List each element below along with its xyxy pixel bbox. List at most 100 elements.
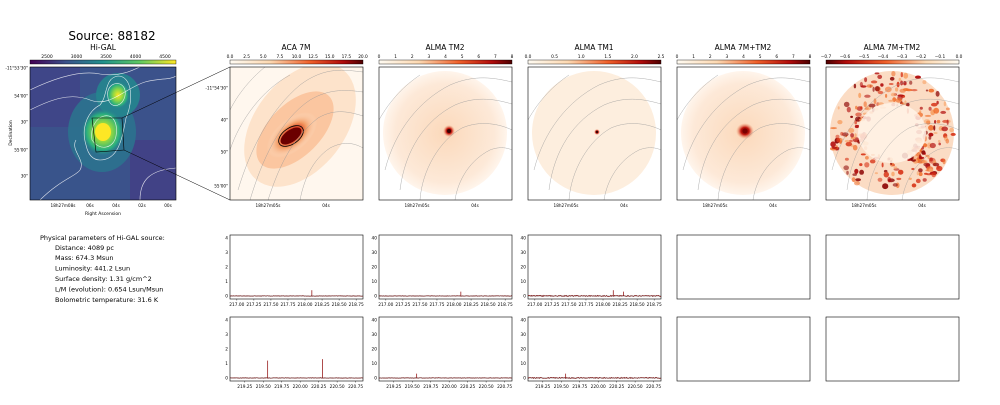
x-tick-label: 217.00 <box>527 302 542 308</box>
y-tick-label: 55'00" <box>14 148 28 153</box>
y-tick-label: 20 <box>372 347 378 353</box>
x-tick-label: 219.25 <box>386 384 401 390</box>
zoom-line-top <box>121 66 231 119</box>
physical-heading: Physical parameters of Hi-GAL source: <box>40 234 165 242</box>
colorbar-tick-label: 0.0 <box>525 54 532 60</box>
x-tick-label: 218.75 <box>498 302 513 308</box>
x-tick-label: 220.75 <box>497 384 512 390</box>
panel-alma-7m-tm2-b: ALMA 7M+TM2 <box>825 43 960 201</box>
x-tick-label: 219.75 <box>274 384 289 390</box>
x-tick-label: 217.75 <box>429 302 444 308</box>
higal-colorbar <box>29 59 177 65</box>
physical-line: Bolometric temperature: 31.6 K <box>55 296 159 304</box>
colorbar-tick-label: 5.0 <box>260 54 267 60</box>
x-tick-label: 219.25 <box>535 384 550 390</box>
x-tick-label: 220.50 <box>330 384 345 390</box>
physical-parameters: Physical parameters of Hi-GAL source: Di… <box>40 234 165 304</box>
y-tick-label: 20 <box>521 265 527 271</box>
x-tick-label: 04s <box>471 203 479 208</box>
x-tick-label: 218.50 <box>630 302 645 308</box>
y-tick-label: 2 <box>225 265 228 271</box>
spectrum-chart: 0 10 20 30 40 219.25 219.50 219.75 220.00 220.25 2… <box>521 316 661 390</box>
y-tick-label: 30 <box>372 332 378 338</box>
panel-title: ALMA TM1 <box>574 43 613 52</box>
panel-colorbar <box>825 59 960 65</box>
x-tick-label: 218.50 <box>481 302 496 308</box>
colorbar-tick-label: −0.7 <box>821 54 832 60</box>
physical-line: Mass: 674.3 Msun <box>55 254 114 262</box>
colorbar-tick-label: 2.0 <box>631 54 638 60</box>
panel-alma-7m-tm2-a: ALMA 7M+TM2 <box>676 43 811 201</box>
x-tick-label: 04s <box>769 203 777 208</box>
colorbar-tick-label: −0.5 <box>859 54 870 60</box>
colorbar-tick-label: 4500 <box>159 54 171 60</box>
y-tick-label: 40 <box>372 236 378 242</box>
panel-colorbar <box>229 59 364 65</box>
x-tick-label: 220.00 <box>591 384 606 390</box>
y-tick-label: 3 <box>225 332 228 338</box>
y-tick-label: 0 <box>225 376 228 382</box>
x-tick-label: 220.75 <box>348 384 363 390</box>
spectrum-chart: 0 1 2 3 4 219.25 219.50 219.75 220.00 220.25 220.5… <box>225 316 364 390</box>
y-tick-label: 1 <box>225 361 228 367</box>
colorbar-tick-label: 8 <box>511 54 514 60</box>
y-tick-label: 4 <box>225 318 228 324</box>
x-tick-label: 218.00 <box>298 302 313 308</box>
x-tick-label: 220.00 <box>293 384 308 390</box>
map-tick-labels: 0.0 2.5 5.0 7.5 10.0 12.5 15.0 17.5 20.018h27m05… <box>205 54 962 208</box>
spectrum-frame <box>229 234 364 300</box>
colorbar-tick-label: 4000 <box>130 54 142 60</box>
y-tick-label: 30" <box>21 174 28 179</box>
colorbar-tick-label: 12.5 <box>308 54 318 60</box>
colorbar-tick-label: 15.0 <box>325 54 335 60</box>
y-tick-label: 0 <box>523 376 526 382</box>
panel-title: ACA 7M <box>282 43 311 52</box>
colorbar-tick-label: 2.5 <box>658 54 665 60</box>
colorbar-tick-label: −0.4 <box>878 54 889 60</box>
panel-colorbar <box>378 59 513 65</box>
x-tick-label: 220.25 <box>311 384 326 390</box>
colorbar-tick-label: 7 <box>494 54 497 60</box>
x-tick-label: 218.25 <box>315 302 330 308</box>
spectrum-frame <box>378 234 513 300</box>
y-tick-label: 3 <box>225 250 228 256</box>
panel-alma-tm2: ALMA TM2 <box>378 43 513 201</box>
y-tick-label: 4 <box>225 236 228 242</box>
empty-spectrum-panel <box>825 316 960 382</box>
colorbar-tick-label: 4 <box>742 54 745 60</box>
y-tick-label: 40 <box>521 236 527 242</box>
x-tick-label: 220.25 <box>460 384 475 390</box>
colorbar-tick-label: 6 <box>775 54 778 60</box>
higal-xlabel: Right Ascension <box>85 211 121 217</box>
colorbar-tick-label: −0.2 <box>916 54 927 60</box>
y-tick-label: 10 <box>521 361 527 367</box>
y-tick-label: 0 <box>374 376 377 382</box>
x-tick-label: 217.00 <box>378 302 393 308</box>
colorbar-tick-label: 10.0 <box>292 54 302 60</box>
higal-colorbar-ticks: 2500 3000 3500 4000 4500 <box>41 54 171 60</box>
map-panels: ACA 7M ALMA <box>205 43 962 208</box>
y-tick-label: 30 <box>521 332 527 338</box>
x-tick-label: 217.50 <box>561 302 576 308</box>
panel-alma-tm1: ALMA TM1 <box>527 43 662 201</box>
x-tick-label: 04s <box>322 203 330 208</box>
colorbar-tick-label: 5 <box>461 54 464 60</box>
spectrum-frame <box>527 234 662 300</box>
x-tick-label: 18h27m05s <box>852 203 877 208</box>
y-tick-label: 0 <box>225 294 228 300</box>
colorbar-tick-label: 1 <box>394 54 397 60</box>
x-tick-label: 218.50 <box>332 302 347 308</box>
colorbar-tick-label: −0.1 <box>935 54 946 60</box>
spectrum-frame <box>229 316 364 382</box>
x-tick-label: 217.50 <box>412 302 427 308</box>
spectrum-chart: 0 10 20 30 40 219.25 219.50 219.75 220.00 220.25 2… <box>372 316 512 390</box>
colorbar-tick-label: 1 <box>692 54 695 60</box>
y-tick-label: 50" <box>221 150 228 155</box>
y-tick-label: 2 <box>225 347 228 353</box>
higal-x-ticks: 18h27m08s 06s 04s 02s 00s <box>51 203 172 208</box>
x-tick-label: 220.25 <box>609 384 624 390</box>
y-tick-label: 40 <box>521 318 527 324</box>
x-tick-label: 218.25 <box>464 302 479 308</box>
